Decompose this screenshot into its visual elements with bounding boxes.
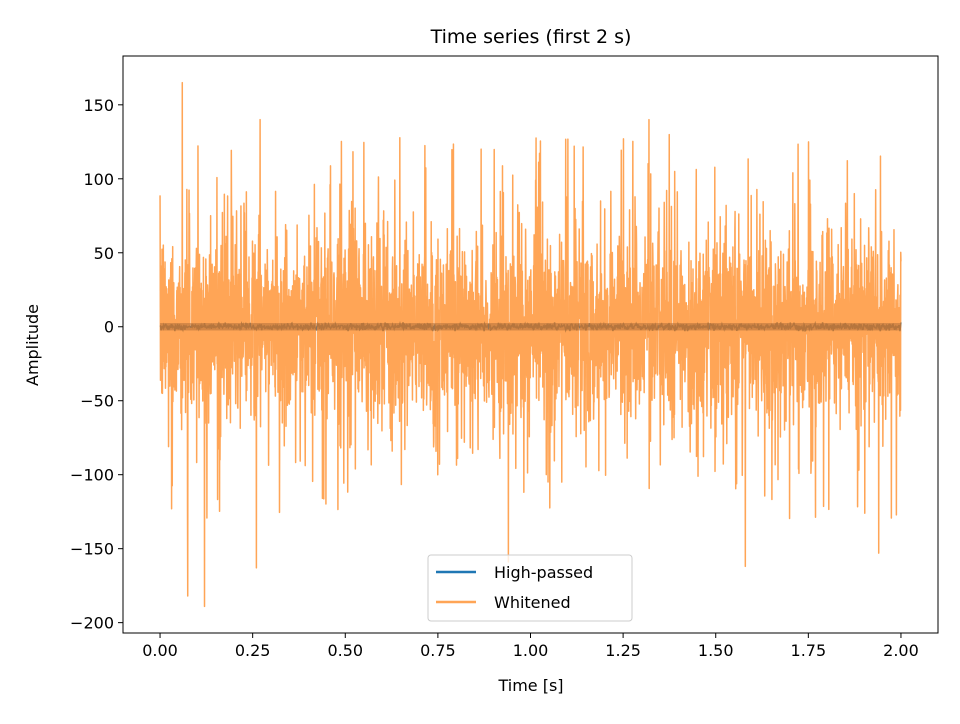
plot-frame — [122, 55, 939, 634]
y-axis-label: Amplitude — [23, 304, 42, 386]
y-tick-label: 150 — [83, 96, 114, 115]
x-tick-label: 0.50 — [327, 641, 363, 660]
axis-ticks: 0.00 0.25 0.50 0.75 1.00 1.25 1.50 1.75 2.00 −200… — [70, 96, 919, 660]
x-tick-label: 1.75 — [791, 641, 827, 660]
y-tick-label: −100 — [70, 466, 114, 485]
x-tick-label: 0.75 — [420, 641, 456, 660]
legend-label-high-passed: High-passed — [494, 563, 593, 582]
y-tick-label: −200 — [70, 614, 114, 633]
y-tick-label: 100 — [83, 170, 114, 189]
x-tick-label: 0.25 — [235, 641, 271, 660]
y-tick-label: −150 — [70, 540, 114, 559]
y-tick-label: 50 — [94, 244, 114, 263]
plot-area — [159, 81, 902, 608]
y-tick-label: −50 — [80, 392, 114, 411]
x-tick-label: 1.50 — [698, 641, 734, 660]
legend-label-whitened: Whitened — [494, 593, 571, 612]
series-line-whitened — [159, 81, 902, 608]
chart-title: Time series (first 2 s) — [430, 26, 632, 48]
x-tick-label: 1.25 — [605, 641, 641, 660]
x-axis-label: Time [s] — [497, 676, 563, 695]
x-tick-label: 2.00 — [883, 641, 919, 660]
legend-box — [427, 554, 633, 622]
y-tick-label: 0 — [104, 318, 114, 337]
x-tick-label: 1.00 — [513, 641, 549, 660]
x-tick-label: 0.00 — [142, 641, 178, 660]
series-band-overlap — [160, 323, 901, 331]
legend: High-passed Whitened — [427, 554, 633, 622]
